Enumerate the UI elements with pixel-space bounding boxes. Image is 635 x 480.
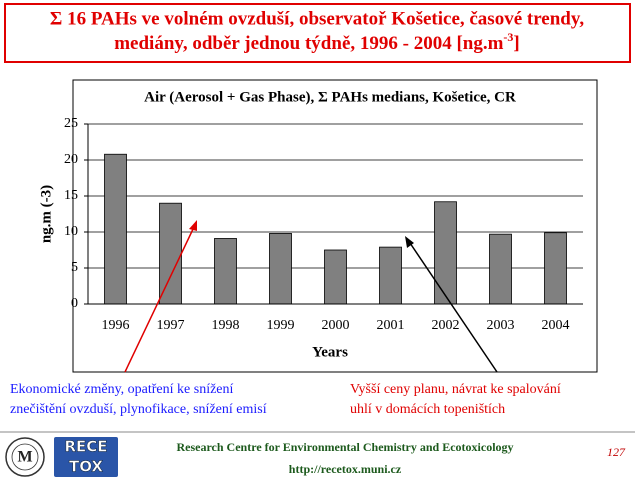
x-tick-label: 1997: [157, 318, 185, 333]
y-tick-label: 15: [64, 188, 78, 203]
x-tick-label: 1996: [102, 318, 130, 333]
overlay: [124, 220, 498, 373]
arrow: [409, 242, 498, 373]
university-logo: [5, 437, 45, 477]
annotation-right: uhlí v domácích topeništích: [350, 402, 505, 417]
slide-title-part: ]: [513, 33, 519, 54]
footer-url: http://recetox.muni.cz: [289, 462, 402, 476]
page-number: 127: [607, 445, 626, 459]
bar: [214, 238, 237, 305]
bar: [379, 246, 402, 305]
bar: [269, 233, 292, 305]
bar: [489, 233, 512, 305]
bar: [434, 201, 457, 305]
x-tick-label: 2001: [377, 318, 405, 333]
slide-title-sup: -3: [503, 30, 513, 44]
bar: [324, 249, 347, 305]
arrow-head: [189, 220, 197, 231]
y-axis-label: ng.m (-3): [38, 185, 54, 243]
x-tick-label: 1999: [267, 318, 295, 333]
y-tick-label: 5: [71, 260, 78, 275]
slide-title: Σ 16 PAHs ve volném ovzduší, observatoř …: [50, 8, 584, 29]
recetox-logo: [54, 437, 118, 477]
annotation-right: Vyšší ceny planu, návrat ke spalování: [350, 382, 561, 397]
logo-text: RECE: [64, 438, 107, 456]
x-tick-label: 1998: [212, 318, 240, 333]
university-logo-mark: M: [17, 449, 32, 466]
x-tick-label: 2004: [542, 318, 570, 333]
bar: [159, 202, 182, 305]
x-tick-label: 2003: [487, 318, 515, 333]
x-tick-label: 2000: [322, 318, 350, 333]
bar: [104, 153, 127, 305]
y-tick-label: 0: [71, 296, 78, 311]
title-box: [4, 3, 631, 63]
arrow-head: [405, 236, 414, 248]
slide-title-part: mediány, odběr jednou týdně, 1996 - 2004…: [114, 33, 503, 54]
slide-title: mediány, odběr jednou týdně, 1996 - 2004…: [114, 30, 520, 55]
y-tick-label: 10: [64, 224, 78, 239]
plot: 0 5 10 15 20 25 1996 1997 1998 1999 2000 2001 2002 20…: [64, 116, 583, 333]
annotation-left: znečištění ovzduší, plynofikace, snížení…: [10, 402, 267, 417]
arrow: [124, 226, 195, 373]
y-tick-label: 20: [64, 152, 78, 167]
logo-text: TOX: [69, 458, 103, 476]
chart-title: Air (Aerosol + Gas Phase), Σ PAHs median…: [144, 89, 516, 105]
x-axis-label: Years: [312, 344, 348, 360]
y-tick-label: 25: [64, 116, 78, 131]
university-logo-ring: [11, 443, 39, 471]
bar: [544, 232, 567, 305]
x-tick-label: 2002: [432, 318, 460, 333]
footer-institution: Research Centre for Environmental Chemis…: [176, 440, 513, 454]
annotation-left: Ekonomické změny, opatření ke snížení: [10, 382, 234, 397]
